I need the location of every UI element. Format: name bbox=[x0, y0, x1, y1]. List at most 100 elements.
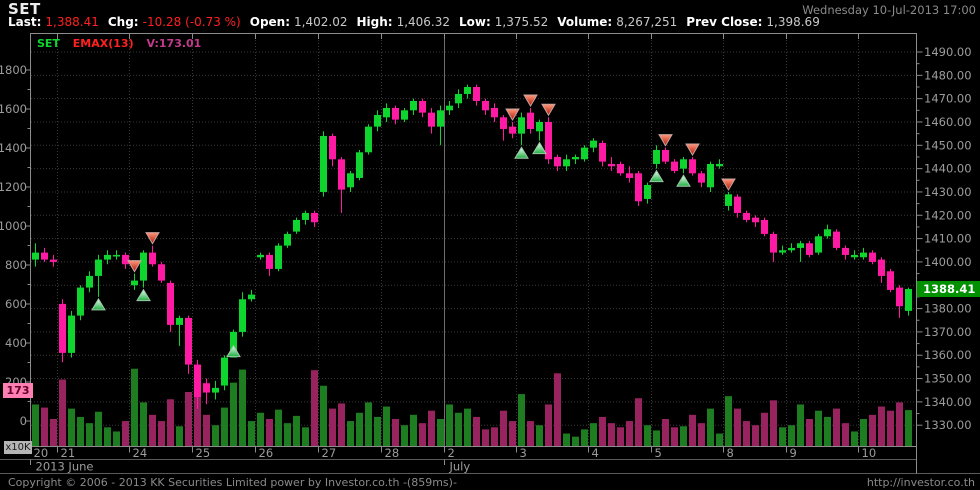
volume-bar bbox=[32, 404, 39, 446]
legend-symbol[interactable]: SET bbox=[37, 37, 60, 50]
volume-bar bbox=[770, 400, 777, 446]
candle-down bbox=[662, 149, 669, 162]
price-axis-label: 1480.00 bbox=[924, 68, 972, 82]
date-axis-label: 5 bbox=[655, 446, 662, 460]
candle-up bbox=[410, 100, 417, 111]
candle-up bbox=[401, 110, 408, 120]
volume-bar bbox=[149, 414, 156, 446]
volume-bar bbox=[95, 411, 102, 446]
price-axis-label: 1340.00 bbox=[924, 395, 972, 409]
stat-value: 1,388.41 bbox=[45, 15, 99, 29]
candle-up bbox=[725, 194, 732, 206]
buy-signal-icon bbox=[514, 146, 529, 159]
candle-up bbox=[104, 254, 111, 260]
candle-up bbox=[788, 247, 795, 251]
volume-bar bbox=[77, 416, 84, 446]
candle-up bbox=[590, 140, 597, 148]
candle-down bbox=[194, 364, 201, 398]
symbol-title: SET bbox=[8, 0, 41, 18]
stat-label: Prev Close: bbox=[686, 15, 763, 29]
candle-up bbox=[905, 288, 912, 311]
candle-up bbox=[851, 254, 858, 258]
volume-bar bbox=[464, 408, 471, 446]
site-url[interactable]: http://investor.co.th bbox=[866, 476, 975, 489]
date-axis-label: 2 bbox=[448, 446, 455, 460]
volume-bar bbox=[680, 426, 687, 446]
volume-bar bbox=[284, 423, 291, 446]
volume-bar bbox=[509, 421, 516, 446]
volume-bar bbox=[572, 436, 579, 446]
stat-value: 8,267,251 bbox=[616, 15, 678, 29]
candle-down bbox=[833, 231, 840, 248]
candle-up bbox=[302, 212, 309, 220]
candle-down bbox=[752, 217, 759, 223]
candle-down bbox=[122, 254, 129, 265]
volume-axis-label: 0 bbox=[20, 414, 27, 428]
candle-down bbox=[392, 107, 399, 120]
candle-down bbox=[311, 212, 318, 223]
date-axis-label: 9 bbox=[790, 446, 797, 460]
legend-indicator[interactable]: EMAX(13) bbox=[72, 37, 134, 50]
candle-down bbox=[59, 303, 66, 353]
candle-down bbox=[266, 254, 273, 269]
stat-value: 1,406.32 bbox=[396, 15, 450, 29]
month-label: 2013 June bbox=[36, 460, 94, 474]
volume-bar bbox=[842, 423, 849, 446]
candle-up bbox=[347, 173, 354, 188]
date-axis-label: 27 bbox=[322, 446, 337, 460]
candle-down bbox=[185, 317, 192, 365]
candle-down bbox=[869, 252, 876, 262]
candle-down bbox=[167, 282, 174, 325]
volume-bar bbox=[257, 412, 264, 446]
volume-bar bbox=[167, 399, 174, 446]
price-axis-label: 1400.00 bbox=[924, 255, 972, 269]
volume-bar bbox=[716, 433, 723, 446]
volume-bar bbox=[527, 421, 534, 446]
candle-up bbox=[77, 287, 84, 316]
candle-up bbox=[356, 152, 363, 178]
price-axis-label: 1490.00 bbox=[924, 45, 972, 59]
stat-label: High: bbox=[356, 15, 393, 29]
volume-bar bbox=[266, 418, 273, 446]
volume-bar bbox=[797, 404, 804, 446]
volume-unit-badge: x10K bbox=[4, 441, 32, 454]
candle-up bbox=[437, 110, 444, 127]
volume-bar bbox=[176, 426, 183, 446]
candle-down bbox=[617, 163, 624, 174]
price-axis-label: 1430.00 bbox=[924, 185, 972, 199]
volume-bar bbox=[410, 414, 417, 446]
buy-signal-icon bbox=[226, 344, 241, 358]
candle-down bbox=[428, 112, 435, 127]
buy-signal-icon bbox=[676, 174, 691, 187]
buy-signal-icon bbox=[91, 297, 106, 311]
candle-up bbox=[383, 107, 390, 118]
volume-bar bbox=[545, 404, 552, 446]
volume-bar bbox=[743, 421, 750, 446]
volume-bar bbox=[824, 416, 831, 446]
volume-value-badge: 173 bbox=[3, 383, 33, 399]
buy-signal-icon bbox=[532, 141, 547, 155]
stat-label: Open: bbox=[249, 15, 291, 29]
stat-value: -10.28 (-0.73 %) bbox=[142, 15, 241, 29]
candle-down bbox=[149, 252, 156, 265]
date-axis-label: 26 bbox=[259, 446, 274, 460]
candle-up bbox=[536, 121, 543, 132]
candle-down bbox=[734, 196, 741, 213]
volume-bar bbox=[698, 423, 705, 446]
volume-bar bbox=[725, 396, 732, 446]
candle-down bbox=[599, 142, 606, 162]
buy-signal-icon bbox=[649, 169, 664, 183]
volume-bar bbox=[878, 406, 885, 446]
volume-bar bbox=[428, 410, 435, 446]
candle-up bbox=[455, 93, 462, 104]
candle-down bbox=[743, 212, 750, 220]
volume-bar bbox=[455, 412, 462, 446]
candle-down bbox=[806, 243, 813, 255]
candle-up bbox=[140, 252, 147, 281]
legend-volume[interactable]: V:173.01 bbox=[146, 37, 202, 50]
volume-axis-label: 1000 bbox=[0, 219, 27, 233]
volume-bar bbox=[113, 431, 120, 446]
candle-down bbox=[158, 264, 165, 281]
